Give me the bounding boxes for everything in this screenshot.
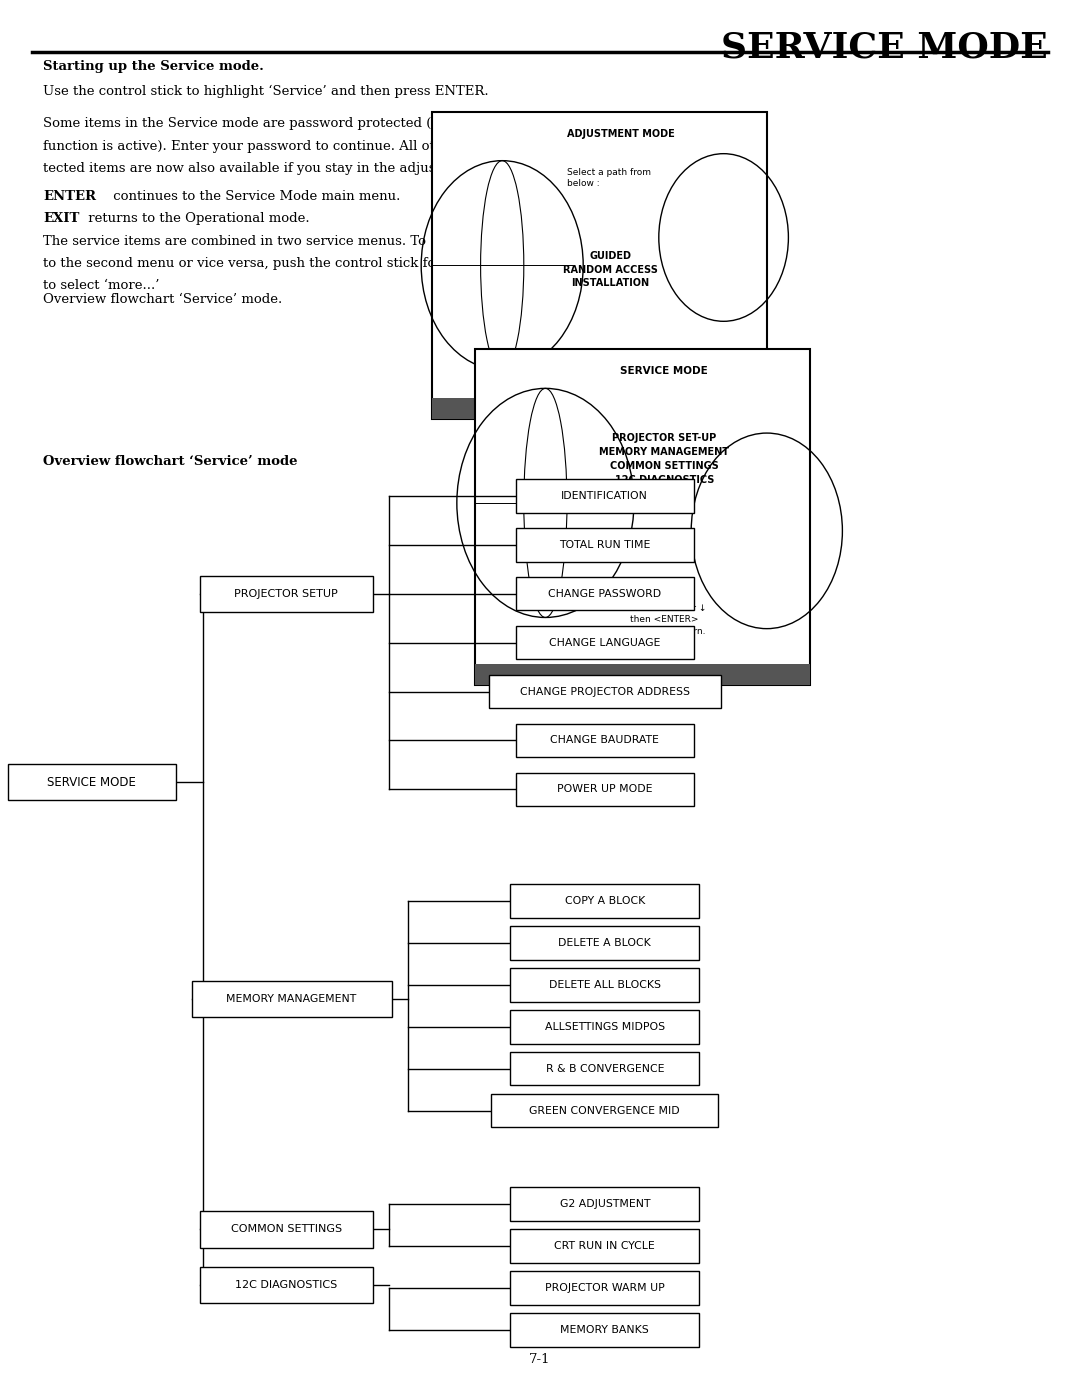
Text: G2 ADJUSTMENT: G2 ADJUSTMENT (559, 1199, 650, 1210)
Text: EXIT: EXIT (43, 212, 80, 225)
Text: CHANGE PASSWORD: CHANGE PASSWORD (549, 588, 661, 599)
FancyBboxPatch shape (511, 1313, 700, 1347)
Text: The service items are combined in two service menus. To switch from the first: The service items are combined in two se… (43, 235, 567, 247)
Text: SERVICE MODE: SERVICE MODE (720, 31, 1048, 64)
Text: DELETE ALL BLOCKS: DELETE ALL BLOCKS (549, 979, 661, 990)
Text: CRT RUN IN CYCLE: CRT RUN IN CYCLE (554, 1241, 656, 1252)
Text: function is active). Enter your password to continue. All other password pro-: function is active). Enter your password… (43, 140, 557, 152)
Text: MEMORY MANAGEMENT: MEMORY MANAGEMENT (227, 993, 356, 1004)
FancyBboxPatch shape (192, 981, 392, 1017)
Text: returns to the Operational mode.: returns to the Operational mode. (84, 212, 310, 225)
FancyBboxPatch shape (516, 773, 694, 806)
FancyBboxPatch shape (511, 884, 700, 918)
Text: TOTAL RUN TIME: TOTAL RUN TIME (559, 539, 650, 550)
FancyBboxPatch shape (9, 764, 175, 800)
FancyBboxPatch shape (200, 1267, 373, 1303)
Text: ADJUSTMENT MODE: ADJUSTMENT MODE (567, 129, 675, 138)
Text: CHANGE PROJECTOR ADDRESS: CHANGE PROJECTOR ADDRESS (519, 686, 690, 697)
FancyBboxPatch shape (511, 1052, 700, 1085)
FancyBboxPatch shape (432, 112, 767, 419)
Text: Select a path from
below :: Select a path from below : (567, 168, 651, 187)
FancyBboxPatch shape (511, 1187, 700, 1221)
Text: 7-1: 7-1 (529, 1354, 551, 1366)
Text: SERVICE MODE: SERVICE MODE (620, 366, 708, 376)
Text: to select ‘more...’: to select ‘more...’ (43, 279, 160, 292)
FancyBboxPatch shape (511, 1271, 700, 1305)
FancyBboxPatch shape (491, 1094, 718, 1127)
Text: POWER UP MODE: POWER UP MODE (557, 784, 652, 795)
FancyBboxPatch shape (511, 1229, 700, 1263)
Text: IDENTIFICATION: IDENTIFICATION (562, 490, 648, 502)
FancyBboxPatch shape (516, 528, 694, 562)
FancyBboxPatch shape (516, 724, 694, 757)
FancyBboxPatch shape (511, 926, 700, 960)
Text: GREEN CONVERGENCE MID: GREEN CONVERGENCE MID (529, 1105, 680, 1116)
FancyBboxPatch shape (489, 675, 721, 708)
Text: Select with ↑ or ↓
then <ENTER>
<EXIT>  to return.: Select with ↑ or ↓ then <ENTER> <EXIT> t… (622, 604, 706, 636)
Text: tected items are now also available if you stay in the adjustment mode.: tected items are now also available if y… (43, 162, 521, 175)
Text: MEMORY BANKS: MEMORY BANKS (561, 1324, 649, 1336)
Text: CHANGE LANGUAGE: CHANGE LANGUAGE (549, 637, 661, 648)
Text: COPY A BLOCK: COPY A BLOCK (565, 895, 645, 907)
FancyBboxPatch shape (475, 349, 810, 685)
Text: COMMON SETTINGS: COMMON SETTINGS (231, 1224, 341, 1235)
FancyBboxPatch shape (511, 968, 700, 1002)
Text: SERVICE MODE: SERVICE MODE (48, 775, 136, 789)
Text: Overview flowchart ‘Service’ mode: Overview flowchart ‘Service’ mode (43, 455, 298, 468)
FancyBboxPatch shape (200, 1211, 373, 1248)
Text: ALLSETTINGS MIDPOS: ALLSETTINGS MIDPOS (544, 1021, 665, 1032)
Text: Starting up the Service mode.: Starting up the Service mode. (43, 60, 265, 73)
Text: Some items in the Service mode are password protected (when the password: Some items in the Service mode are passw… (43, 117, 562, 130)
FancyBboxPatch shape (475, 664, 810, 685)
Text: PROJECTOR SET-UP
MEMORY MANAGEMENT
COMMON SETTINGS
12C DIAGNOSTICS: PROJECTOR SET-UP MEMORY MANAGEMENT COMMO… (599, 433, 729, 485)
Text: PROJECTOR WARM UP: PROJECTOR WARM UP (545, 1282, 664, 1294)
Text: DELETE A BLOCK: DELETE A BLOCK (558, 937, 651, 949)
Text: R & B CONVERGENCE: R & B CONVERGENCE (545, 1063, 664, 1074)
FancyBboxPatch shape (511, 1010, 700, 1044)
Text: to the second menu or vice versa, push the control stick forward or backward: to the second menu or vice versa, push t… (43, 257, 565, 270)
Text: ENTER: ENTER (43, 190, 96, 203)
Text: GUIDED
RANDOM ACCESS
INSTALLATION: GUIDED RANDOM ACCESS INSTALLATION (563, 251, 658, 288)
Text: continues to the Service Mode main menu.: continues to the Service Mode main menu. (109, 190, 401, 203)
Text: CHANGE BAUDRATE: CHANGE BAUDRATE (551, 735, 659, 746)
Text: Overview flowchart ‘Service’ mode.: Overview flowchart ‘Service’ mode. (43, 293, 283, 306)
FancyBboxPatch shape (516, 577, 694, 610)
Text: Use the control stick to highlight ‘Service’ and then press ENTER.: Use the control stick to highlight ‘Serv… (43, 85, 489, 98)
FancyBboxPatch shape (432, 398, 767, 419)
Text: 12C DIAGNOSTICS: 12C DIAGNOSTICS (235, 1280, 337, 1291)
FancyBboxPatch shape (200, 576, 373, 612)
Text: PROJECTOR SETUP: PROJECTOR SETUP (234, 588, 338, 599)
FancyBboxPatch shape (516, 479, 694, 513)
FancyBboxPatch shape (516, 626, 694, 659)
